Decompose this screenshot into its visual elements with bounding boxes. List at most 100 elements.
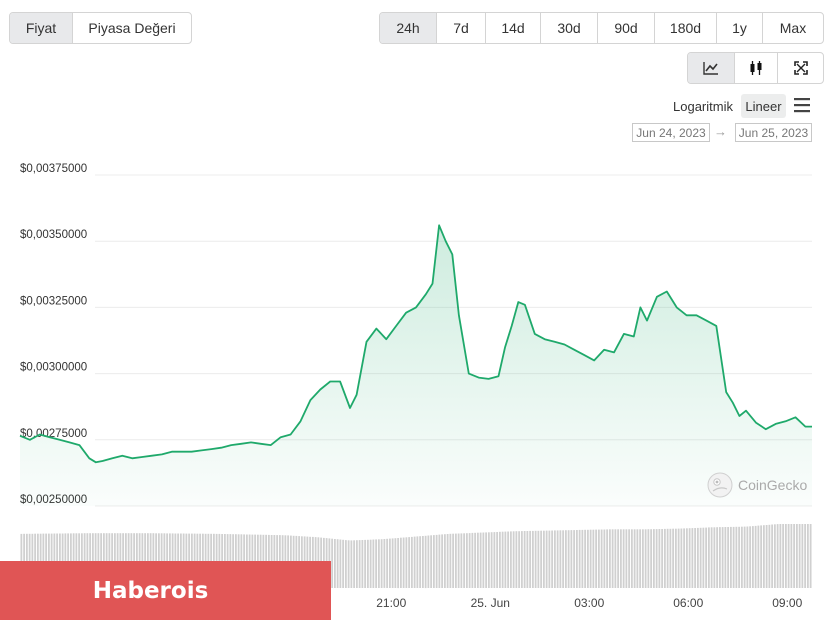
volume-bar <box>809 524 812 588</box>
volume-bar <box>64 533 67 588</box>
volume-bar <box>501 531 504 588</box>
volume-bar <box>540 530 543 588</box>
volume-bar <box>771 524 774 588</box>
volume-bar <box>553 530 556 588</box>
volume-bar <box>383 539 386 588</box>
linear-scale-button[interactable]: Lineer <box>741 94 786 118</box>
volume-bar <box>595 529 598 588</box>
volume-bar <box>94 533 97 588</box>
volume-bar <box>185 533 188 588</box>
volume-bar <box>47 533 50 588</box>
tab-price[interactable]: Fiyat <box>10 13 73 43</box>
volume-bar <box>372 539 375 588</box>
fullscreen-button[interactable] <box>778 53 823 83</box>
volume-bar <box>647 529 650 588</box>
range-90d[interactable]: 90d <box>598 13 655 43</box>
date-from-field[interactable]: Jun 24, 2023 <box>632 123 710 142</box>
volume-bar <box>111 533 114 588</box>
x-tick-label: 25. Jun <box>471 596 510 610</box>
range-30d[interactable]: 30d <box>541 13 598 43</box>
volume-bar <box>366 539 369 588</box>
volume-bar <box>625 529 628 588</box>
volume-bar <box>410 536 413 588</box>
volume-bar <box>75 533 78 588</box>
volume-bar <box>666 528 669 588</box>
volume-bar <box>443 534 446 588</box>
volume-bar <box>435 534 438 588</box>
volume-bar <box>636 529 639 588</box>
volume-bar <box>537 530 540 588</box>
y-tick-label: $0,00300000 <box>20 362 87 374</box>
volume-bar <box>386 538 389 588</box>
volume-bar <box>740 526 743 588</box>
range-7d[interactable]: 7d <box>437 13 486 43</box>
volume-bar <box>471 532 474 588</box>
volume-bar <box>542 530 545 588</box>
volume-bar <box>762 525 765 588</box>
volume-bar <box>487 532 490 588</box>
volume-bar <box>201 533 204 588</box>
volume-bar <box>58 533 61 588</box>
range-24h[interactable]: 24h <box>380 13 437 43</box>
volume-bar <box>72 533 75 588</box>
volume-bar <box>718 527 721 588</box>
volume-bar <box>496 532 499 588</box>
range-14d[interactable]: 14d <box>486 13 541 43</box>
volume-bar <box>476 532 479 588</box>
volume-bar <box>171 533 174 588</box>
volume-bar <box>482 532 485 588</box>
range-max[interactable]: Max <box>779 20 807 36</box>
volume-bar <box>581 529 584 588</box>
volume-bar <box>207 533 210 588</box>
volume-bar <box>116 533 119 588</box>
volume-bar <box>551 530 554 588</box>
volume-bar <box>34 533 37 588</box>
volume-bar <box>122 533 125 588</box>
volume-bar <box>559 530 562 588</box>
tab-market-cap[interactable]: Piyasa Değeri <box>88 20 176 36</box>
date-range-arrow: → <box>714 124 727 139</box>
volume-bar <box>375 539 378 588</box>
volume-bar <box>493 532 496 588</box>
volume-bar <box>199 533 202 588</box>
volume-bar <box>446 534 449 588</box>
range-1y[interactable]: 1y <box>717 13 763 43</box>
volume-bar <box>160 533 163 588</box>
volume-bar <box>652 529 655 588</box>
volume-bar <box>388 538 391 588</box>
volume-bar <box>353 540 356 588</box>
volume-bar <box>424 535 427 589</box>
volume-bar <box>397 538 400 589</box>
volume-bar <box>174 533 177 588</box>
volume-bar <box>672 528 675 588</box>
y-tick-label: $0,00325000 <box>20 295 87 307</box>
volume-bar <box>658 529 661 588</box>
menu-icon[interactable] <box>792 95 812 115</box>
candlestick-button[interactable] <box>735 53 778 83</box>
volume-bar <box>204 533 207 588</box>
volume-bar <box>182 533 185 588</box>
volume-bar <box>608 529 611 588</box>
volume-bar <box>124 533 127 588</box>
range-180d[interactable]: 180d <box>655 13 717 43</box>
volume-bar <box>432 535 435 588</box>
volume-bar <box>793 524 796 588</box>
volume-bar <box>441 534 444 588</box>
volume-bar <box>622 529 625 588</box>
volume-bar <box>80 533 83 588</box>
volume-bar <box>707 527 710 588</box>
volume-bar <box>556 530 559 588</box>
candlestick-icon <box>750 61 762 75</box>
date-to-field[interactable]: Jun 25, 2023 <box>735 123 812 142</box>
volume-bar <box>449 533 452 588</box>
line-chart-button[interactable] <box>688 53 735 83</box>
volume-bar <box>188 533 191 588</box>
volume-bar <box>787 524 790 588</box>
volume-bar <box>644 529 647 588</box>
volume-bar <box>141 533 144 588</box>
volume-bar <box>578 529 581 588</box>
log-scale-button[interactable]: Logaritmik <box>673 98 733 114</box>
y-tick-label: $0,00375000 <box>20 163 87 175</box>
volume-bar <box>166 533 169 588</box>
volume-bar <box>152 533 155 588</box>
